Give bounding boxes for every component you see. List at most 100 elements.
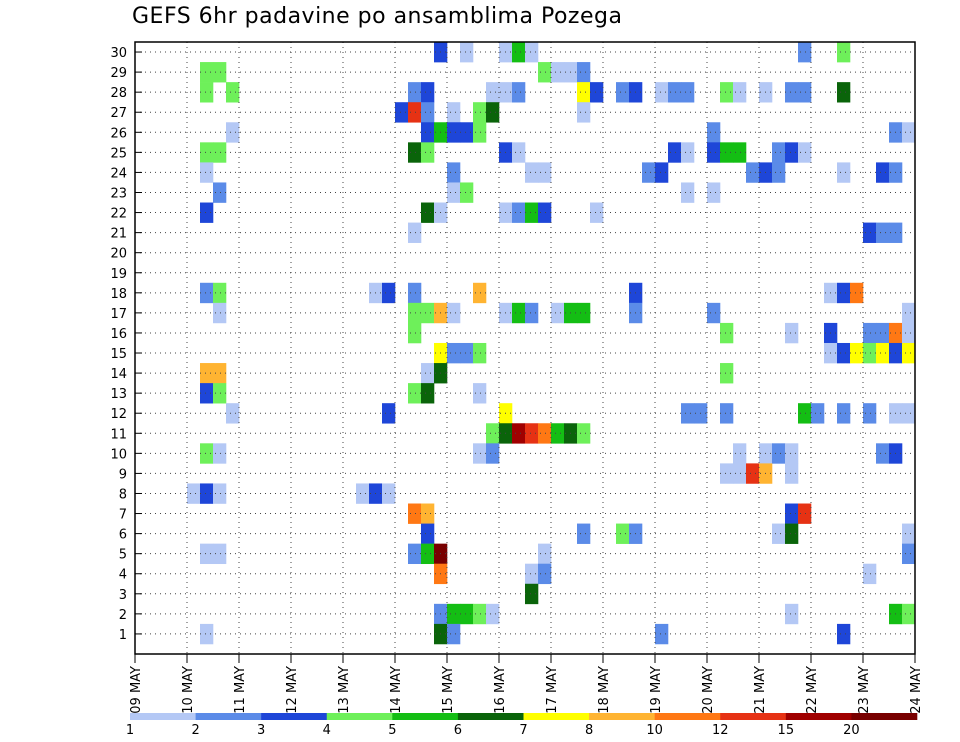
- heatmap-cell: [876, 222, 890, 243]
- heatmap-cell: [863, 563, 877, 585]
- heatmap-cell: [837, 162, 851, 183]
- heatmap-cell: [200, 142, 214, 163]
- y-tick-label: 19: [110, 267, 127, 282]
- legend-swatch: [589, 713, 655, 720]
- heatmap-cell: [200, 162, 214, 183]
- heatmap-cell: [200, 623, 214, 645]
- y-tick-label: 22: [110, 207, 127, 222]
- y-tick-label: 30: [110, 46, 127, 61]
- color-legend: 1 2 3 4 5 6 7 8 10 12 15 20: [126, 713, 918, 738]
- heatmap-cell: [512, 42, 526, 63]
- heatmap-cell: [876, 443, 890, 464]
- heatmap-cell: [707, 122, 721, 143]
- plot-frame: [134, 41, 916, 655]
- heatmap-cell: [538, 543, 552, 565]
- heatmap-cell: [512, 142, 526, 163]
- x-tick-label: 20 MAY: [701, 666, 716, 714]
- y-tick-label: 13: [110, 387, 127, 402]
- heatmap-cell: [863, 322, 877, 344]
- heatmap-cell: [785, 603, 799, 625]
- heatmap-cell: [408, 383, 422, 404]
- x-tick-label: 21 MAY: [753, 666, 768, 714]
- legend-label: 10: [646, 723, 663, 738]
- legend-swatch: [851, 713, 918, 720]
- heatmap-cell: [512, 82, 526, 103]
- x-tick-label: 19 MAY: [649, 666, 664, 714]
- heatmap-cell: [408, 302, 422, 324]
- heatmap-cell: [785, 142, 799, 163]
- legend-label: 12: [712, 723, 729, 738]
- heatmap-cell: [213, 543, 227, 565]
- heatmap-cell: [733, 142, 747, 163]
- y-axis-ticks: 1234567891011121314151617181920212223242…: [110, 46, 142, 643]
- heatmap-cell: [200, 282, 214, 304]
- heatmap-cell: [473, 603, 487, 625]
- heatmap-cell: [785, 82, 799, 103]
- heatmap-cell: [525, 162, 539, 183]
- heatmap-cell: [577, 62, 591, 83]
- y-tick-label: 12: [110, 407, 127, 422]
- heatmap-cell: [850, 282, 864, 304]
- y-tick-label: 25: [110, 146, 127, 161]
- heatmap-cell: [421, 383, 435, 404]
- heatmap-cell: [213, 182, 227, 203]
- heatmap-cell: [200, 543, 214, 565]
- heatmap-cell: [525, 302, 539, 324]
- y-tick-label: 27: [110, 106, 127, 121]
- heatmap-cell: [681, 82, 695, 103]
- heatmap-cell: [902, 523, 916, 544]
- heatmap-cell: [863, 403, 877, 424]
- heatmap-cell: [785, 463, 799, 484]
- x-tick-label: 15 MAY: [441, 666, 456, 714]
- heatmap-cell: [876, 322, 890, 344]
- heatmap-cell: [408, 142, 422, 163]
- heatmap-cell: [577, 82, 591, 103]
- heatmap-cell: [837, 82, 851, 103]
- y-tick-label: 17: [110, 307, 127, 322]
- heatmap-cell: [421, 122, 435, 143]
- y-tick-label: 6: [119, 528, 127, 543]
- legend-swatch: [785, 713, 852, 720]
- heatmap-cell: [486, 603, 500, 625]
- heatmap-cell: [798, 42, 812, 63]
- heatmap-cell: [408, 543, 422, 565]
- heatmap-cell: [681, 142, 695, 163]
- y-tick-label: 5: [119, 548, 127, 563]
- heatmap-cell: [512, 302, 526, 324]
- heatmap-cell: [200, 82, 214, 103]
- heatmap-cell: [460, 182, 474, 203]
- heatmap-cell: [707, 182, 721, 203]
- heatmap-cell: [525, 42, 539, 63]
- heatmap-cell: [772, 142, 786, 163]
- heatmap-cell: [720, 363, 734, 384]
- y-tick-label: 10: [110, 447, 127, 462]
- heatmap-cell: [551, 302, 565, 324]
- heatmap-cell: [382, 483, 396, 504]
- heatmap-cell: [798, 403, 812, 424]
- x-axis-ticks: 09 MAY 10 MAY 11 MAY 12 MAY 13 MAY 14 MAY 15 M…: [129, 654, 924, 714]
- x-tick-label: 12 MAY: [285, 666, 300, 714]
- heatmap-cell: [512, 202, 526, 223]
- y-tick-label: 26: [110, 126, 127, 141]
- heatmap-cell: [213, 302, 227, 324]
- y-tick-label: 2: [119, 608, 127, 623]
- heatmap-cell: [408, 322, 422, 344]
- heatmap-cell: [655, 82, 669, 103]
- heatmap-cell: [707, 302, 721, 324]
- heatmap-cell: [395, 102, 409, 123]
- heatmap-cell: [408, 102, 422, 123]
- legend-label: 3: [257, 723, 265, 738]
- heatmap-cell: [772, 523, 786, 544]
- heatmap-cell: [720, 403, 734, 424]
- x-tick-label: 22 MAY: [805, 666, 820, 714]
- heatmap-cell: [837, 623, 851, 645]
- heatmap-cell: [447, 603, 461, 625]
- chart-title: GEFS 6hr padavine po ansamblima Pozega: [132, 4, 623, 29]
- heatmap-cell: [447, 302, 461, 324]
- heatmap-cell: [187, 483, 201, 504]
- heatmap-cell: [863, 342, 877, 364]
- y-tick-label: 24: [110, 166, 127, 181]
- heatmap-cell: [447, 342, 461, 364]
- heatmap-cell: [733, 82, 747, 103]
